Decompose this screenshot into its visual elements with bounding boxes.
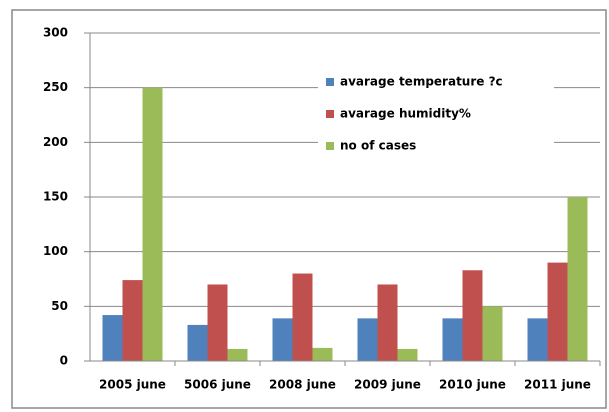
y-tick-label: 250 <box>43 80 68 94</box>
bar <box>527 318 548 361</box>
legend-swatch <box>326 110 334 118</box>
bar <box>442 318 463 361</box>
bar <box>377 284 398 361</box>
x-tick-label: 2009 june <box>354 378 421 392</box>
y-tick-label: 0 <box>60 354 68 368</box>
x-tick-label: 2008 june <box>269 378 336 392</box>
bar <box>547 262 568 361</box>
bar <box>357 318 378 361</box>
bar <box>187 324 208 361</box>
legend-swatch <box>326 142 334 150</box>
x-tick-label: 5006 june <box>184 378 251 392</box>
bar <box>482 306 503 361</box>
y-tick-label: 50 <box>51 299 68 313</box>
bar <box>462 270 483 361</box>
y-tick-label: 200 <box>43 135 68 149</box>
legend-box <box>318 68 554 164</box>
bar <box>207 284 228 361</box>
legend-label: no of cases <box>340 139 416 153</box>
y-tick-label: 300 <box>43 26 68 40</box>
x-tick-label: 2010 june <box>439 378 506 392</box>
legend-swatch <box>326 78 334 86</box>
bar <box>397 348 418 361</box>
bar <box>122 280 143 361</box>
bar <box>567 197 588 361</box>
bar <box>142 87 163 362</box>
bar <box>272 318 293 361</box>
bar <box>312 347 333 361</box>
bar <box>102 315 123 361</box>
legend-label: avarage temperature ?c <box>340 75 503 89</box>
bar <box>292 273 313 361</box>
bar <box>227 348 248 361</box>
x-tick-label: 2011 june <box>524 378 591 392</box>
legend-label: avarage humidity% <box>340 107 471 121</box>
y-tick-label: 150 <box>43 190 68 204</box>
y-tick-label: 100 <box>43 244 68 258</box>
x-tick-label: 2005 june <box>99 378 166 392</box>
